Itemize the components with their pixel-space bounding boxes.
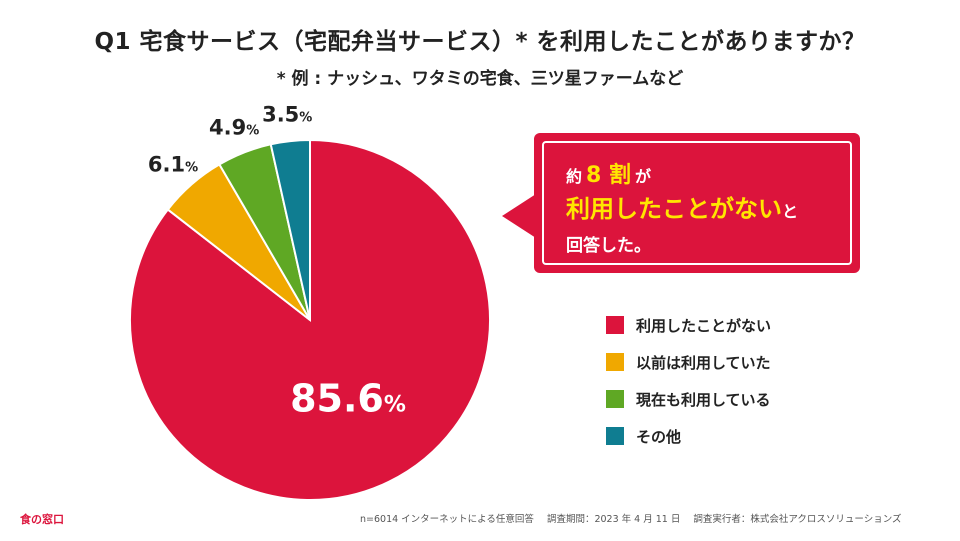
- chart-subtitle: * 例 : ナッシュ、ワタミの宅食、三ツ星ファームなど: [276, 69, 684, 89]
- legend-label-2: 現在も利用している: [636, 391, 771, 409]
- pie-slices: [129, 138, 491, 501]
- callout-line2-suffix: と: [782, 202, 799, 221]
- slice-value-label-3: 3.5%: [262, 102, 312, 126]
- callout-tail: [502, 194, 536, 238]
- callout-suffix: が: [634, 167, 651, 186]
- pie-slice-3: [269, 138, 311, 321]
- footer-sample: n=6014 インターネットによる任意回答: [360, 514, 534, 525]
- legend-swatch-3: [606, 427, 624, 445]
- slice-value-label-0: 85.6%: [290, 377, 406, 421]
- legend-swatch-2: [606, 390, 624, 408]
- legend-swatch-0: [606, 316, 624, 334]
- legend-label-3: その他: [636, 428, 682, 446]
- slice-value-label-1: 6.1%: [148, 152, 198, 176]
- footer-period: 調査期間：2023 年 4 月 11 日: [546, 514, 681, 525]
- callout-line-3: 回答した。: [566, 236, 651, 256]
- legend-swatch-1: [606, 353, 624, 371]
- chart-title: Q1 宅食サービス（宅配弁当サービス）* を利用したことがありますか？: [94, 29, 866, 55]
- callout-highlight-ratio: 8 割: [586, 163, 631, 188]
- slice-value-label-2: 4.9%: [209, 115, 259, 139]
- callout-highlight-text: 利用したことがない: [566, 195, 782, 223]
- footer-note: n=6014 インターネットによる任意回答 調査期間：2023 年 4 月 11…: [360, 511, 912, 525]
- callout-prefix: 約: [566, 167, 583, 186]
- brand-logo: 食の窓口: [20, 513, 64, 526]
- callout-line-2: 利用したことがないと: [566, 189, 798, 224]
- legend-label-0: 利用したことがない: [636, 317, 772, 335]
- footer-organizer: 調査実行者：株式会社アクロスソリューションズ: [693, 514, 902, 525]
- legend-label-1: 以前は利用していた: [636, 354, 771, 372]
- pie-labels: 85.6% 6.1% 4.9%3.5%: [148, 102, 406, 420]
